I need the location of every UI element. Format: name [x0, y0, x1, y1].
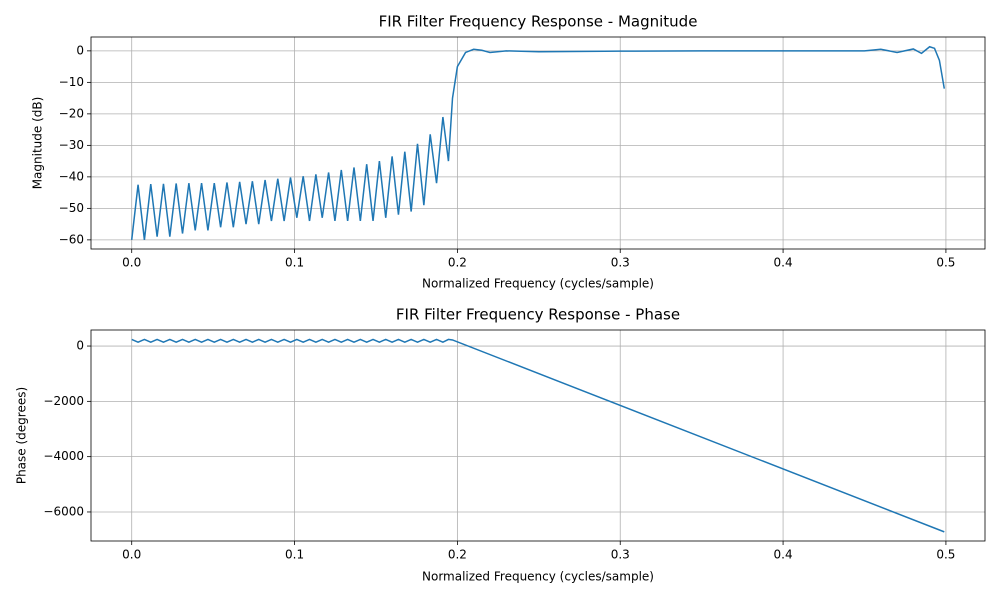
x-tick-label: 0.1: [285, 548, 304, 562]
x-tick-label: 0.5: [936, 548, 955, 562]
x-axis-label: Normalized Frequency (cycles/sample): [422, 277, 654, 291]
y-tick-label: −50: [59, 201, 84, 215]
y-tick-label: −2000: [43, 394, 84, 408]
line: [130, 45, 946, 240]
x-axis-label: Normalized Frequency (cycles/sample): [422, 570, 654, 584]
chart-title: FIR Filter Frequency Response - Phase: [396, 306, 680, 324]
axes-frame: [90, 329, 986, 542]
x-tick-label: 0.0: [122, 256, 141, 270]
x-tick-label: 0.2: [448, 256, 467, 270]
x-tick-label: 0.0: [122, 548, 141, 562]
y-tick-label: −6000: [43, 504, 84, 518]
y-tick-label: 0: [76, 43, 84, 57]
line: [131, 338, 945, 533]
y-axis-label: Magnitude (dB): [31, 97, 45, 190]
y-tick-label: −60: [59, 232, 84, 246]
x-tick-label: 0.1: [285, 256, 304, 270]
y-tick-label: −30: [59, 138, 84, 152]
y-tick-label: 0: [76, 339, 84, 353]
axes-frame: [90, 36, 986, 250]
y-tick-label: −20: [59, 106, 84, 120]
x-tick-label: 0.3: [611, 256, 630, 270]
y-tick-label: −4000: [43, 449, 84, 463]
y-axis-label: Phase (degrees): [15, 387, 29, 484]
x-tick-label: 0.3: [611, 548, 630, 562]
x-tick-label: 0.2: [448, 548, 467, 562]
chart-title: FIR Filter Frequency Response - Magnitud…: [379, 13, 698, 31]
x-tick-label: 0.4: [774, 256, 793, 270]
y-tick-label: −10: [59, 75, 84, 89]
y-tick-label: −40: [59, 169, 84, 183]
x-tick-label: 0.4: [774, 548, 793, 562]
x-tick-label: 0.5: [936, 256, 955, 270]
